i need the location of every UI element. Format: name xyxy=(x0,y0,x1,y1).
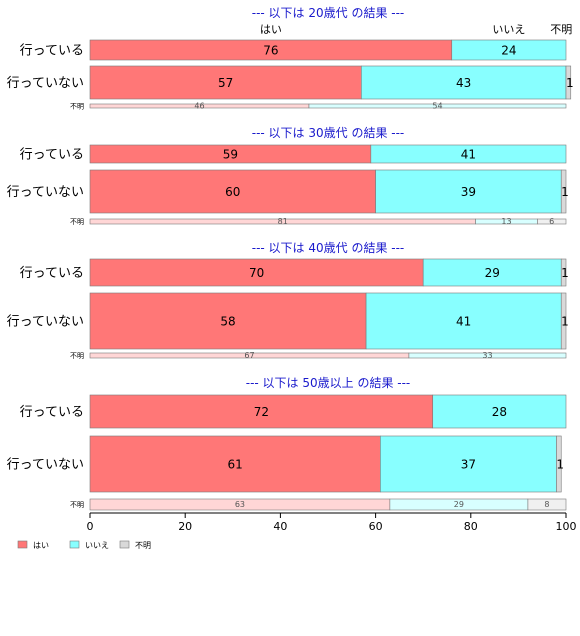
bar-segment xyxy=(527,498,567,511)
bar-segment xyxy=(408,352,567,359)
data-label: 58 xyxy=(220,315,235,329)
x-tick-label: 20 xyxy=(178,520,192,533)
data-label: 1 xyxy=(561,266,569,280)
bar-segment xyxy=(89,292,367,350)
data-label: 39 xyxy=(461,185,476,199)
row-label: 行っている xyxy=(20,405,84,420)
data-label: 59 xyxy=(223,148,238,162)
bar-segment xyxy=(370,144,567,164)
x-tick-label: 0 xyxy=(87,520,94,533)
data-label: 1 xyxy=(566,76,574,90)
bar-segment xyxy=(89,435,381,493)
data-label: 28 xyxy=(492,405,507,419)
bar-segment xyxy=(308,103,567,109)
column-header: 不明 xyxy=(550,23,572,36)
row-label: 不明 xyxy=(70,352,84,360)
data-label: 81 xyxy=(278,217,288,226)
data-label: 63 xyxy=(235,500,245,509)
data-label: 29 xyxy=(485,266,500,280)
bar-segment xyxy=(365,292,562,350)
legend-swatch xyxy=(69,540,80,549)
data-label: 76 xyxy=(263,44,278,58)
row-label: 行っている xyxy=(20,44,84,59)
data-label: 70 xyxy=(249,266,264,280)
bar-segment xyxy=(432,394,567,429)
legend-swatch xyxy=(119,540,130,549)
bar-segment xyxy=(89,65,362,100)
column-header: はい xyxy=(260,23,282,36)
bar-segment xyxy=(451,39,567,61)
data-label: 41 xyxy=(456,315,471,329)
panel-title: --- 以下は 20歳代 の結果 --- xyxy=(252,6,405,20)
bar-segment xyxy=(560,292,567,350)
bar-segment xyxy=(89,169,376,214)
bar-segment xyxy=(556,435,562,493)
data-label: 67 xyxy=(244,351,254,360)
bar-segment xyxy=(89,394,434,429)
data-label: 33 xyxy=(482,351,492,360)
x-tick-label: 100 xyxy=(556,520,577,533)
legend-label: いいえ xyxy=(85,541,109,550)
legend-label: 不明 xyxy=(135,541,151,550)
data-label: 72 xyxy=(254,405,269,419)
data-label: 6 xyxy=(549,217,554,226)
bar-segment xyxy=(422,258,562,287)
data-label: 43 xyxy=(456,76,471,90)
x-tick-label: 40 xyxy=(273,520,287,533)
column-header: いいえ xyxy=(492,23,525,36)
data-label: 1 xyxy=(561,315,569,329)
row-label: 不明 xyxy=(70,501,84,509)
data-label: 41 xyxy=(461,148,476,162)
legend-swatch xyxy=(17,540,28,549)
row-label: 不明 xyxy=(70,218,84,226)
data-label: 1 xyxy=(556,458,564,472)
bar-segment xyxy=(560,258,567,287)
panel-title: --- 以下は 30歳代 の結果 --- xyxy=(252,126,405,140)
data-label: 24 xyxy=(501,44,516,58)
bar-segment xyxy=(565,65,572,100)
row-label: 行っていない xyxy=(7,458,84,473)
bar-segment xyxy=(375,169,562,214)
data-label: 37 xyxy=(461,458,476,472)
legend-label: はい xyxy=(33,541,49,550)
bar-segment xyxy=(380,435,557,493)
row-label: 行っている xyxy=(20,148,84,163)
data-label: 57 xyxy=(218,76,233,90)
row-label: 行っていない xyxy=(7,185,84,200)
data-label: 46 xyxy=(194,102,204,111)
data-label: 13 xyxy=(501,217,511,226)
data-label: 8 xyxy=(544,500,549,509)
bar-segment xyxy=(89,258,424,287)
data-label: 60 xyxy=(225,185,240,199)
panel-title: --- 以下は 40歳代 の結果 --- xyxy=(252,241,405,255)
data-label: 61 xyxy=(228,458,243,472)
data-label: 29 xyxy=(454,500,464,509)
row-label: 不明 xyxy=(70,103,84,111)
row-label: 行っていない xyxy=(7,315,84,330)
x-tick-label: 80 xyxy=(464,520,478,533)
data-label: 1 xyxy=(561,185,569,199)
data-label: 54 xyxy=(432,102,442,111)
bar-segment xyxy=(537,218,567,225)
x-tick-label: 60 xyxy=(369,520,383,533)
bar-segment xyxy=(560,169,567,214)
row-label: 行っている xyxy=(20,266,84,281)
row-label: 行っていない xyxy=(7,76,84,91)
panel-title: --- 以下は 50歳以上 の結果 --- xyxy=(246,376,411,390)
